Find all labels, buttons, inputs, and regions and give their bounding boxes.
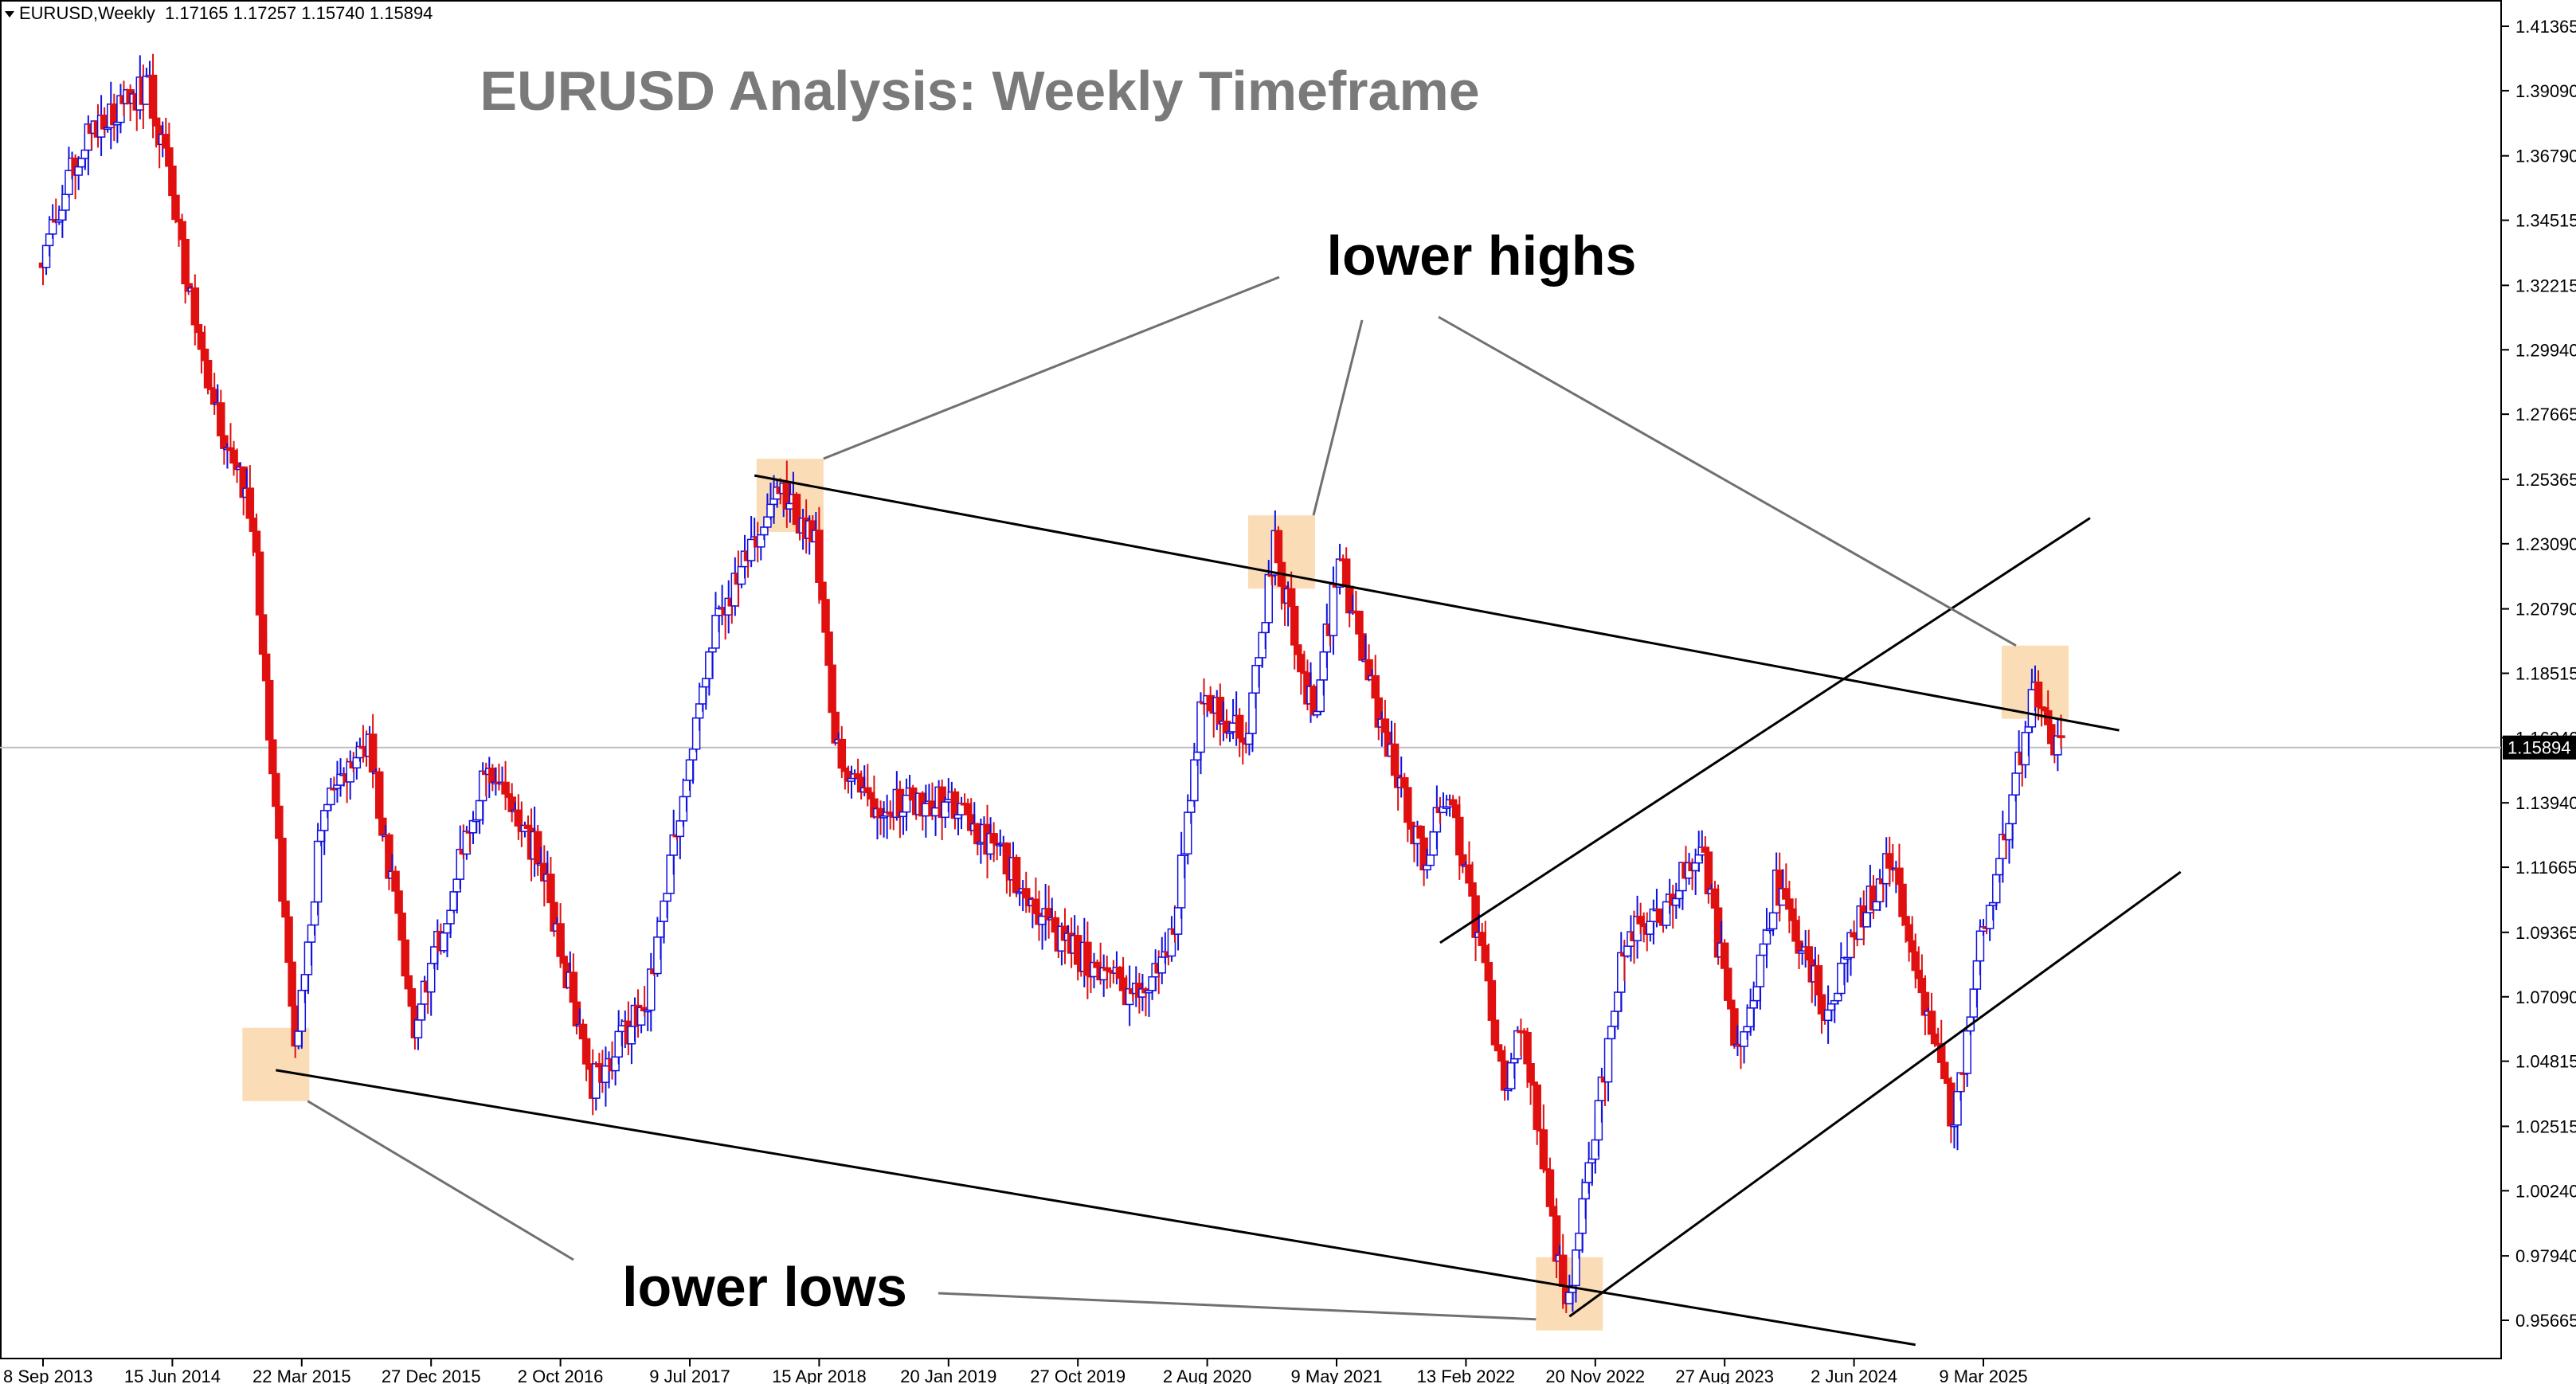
channel-upper-line — [1439, 517, 2091, 944]
plot-frame — [0, 0, 2502, 1359]
candle-body — [1603, 1038, 1613, 1083]
y-tick-label: 1.41365 — [2515, 17, 2576, 37]
x-tick-label: 8 Sep 2013 — [3, 1366, 93, 1384]
y-tick-label: 1.39090 — [2515, 81, 2576, 101]
y-tick-label: 1.11665 — [2515, 858, 2576, 878]
candle-body — [1426, 854, 1435, 866]
annotations: lower highs lower lows — [307, 225, 2017, 1321]
upper-trendline — [754, 474, 2120, 732]
x-tick-label: 9 Mar 2025 — [1939, 1366, 2027, 1384]
pointer-lower-lows-right — [938, 1292, 1537, 1321]
candle-body — [190, 287, 200, 326]
candles — [38, 53, 2065, 1313]
chart-title: EURUSD Analysis: Weekly Timeframe — [480, 60, 1479, 122]
x-tick-label: 20 Nov 2022 — [1545, 1366, 1645, 1384]
candle-body — [1768, 912, 1778, 930]
y-tick-label: 0.97940 — [2515, 1246, 2576, 1266]
candle-body — [1290, 605, 1299, 646]
x-tick-label: 20 Jan 2019 — [900, 1366, 996, 1384]
candle-body — [413, 1019, 423, 1038]
y-tick-label: 1.36790 — [2515, 147, 2576, 166]
candle-body — [148, 74, 158, 119]
candle-body — [1756, 954, 1765, 987]
y-tick-label: 1.34515 — [2515, 211, 2576, 231]
x-tick-label: 27 Aug 2023 — [1675, 1366, 1774, 1384]
pointer-lower-lows-left — [307, 1100, 574, 1261]
candle-body — [821, 599, 830, 633]
candle-body — [1724, 968, 1732, 1001]
candle-body — [194, 324, 203, 334]
y-tick-label: 1.07090 — [2515, 987, 2576, 1007]
y-tick-label: 1.29940 — [2515, 340, 2576, 360]
candle-body — [1963, 1030, 1971, 1074]
y-tick-label: 1.00240 — [2515, 1181, 2576, 1201]
candle-body — [284, 916, 293, 964]
x-tick-label: 2 Aug 2020 — [1163, 1366, 1251, 1384]
x-tick-label: 13 Feb 2022 — [1417, 1366, 1516, 1384]
ohlc-values: 1.17165 1.17257 1.15740 1.15894 — [164, 3, 433, 23]
candle-body — [1526, 1062, 1535, 1083]
candle-body — [74, 166, 83, 176]
y-tick-label: 1.02515 — [2515, 1116, 2576, 1136]
y-tick-label: 1.25365 — [2515, 470, 2576, 490]
y-tick-label: 1.04815 — [2515, 1052, 2576, 1072]
candle-body — [581, 1038, 591, 1065]
x-tick-label: 9 Jul 2017 — [649, 1366, 730, 1384]
y-tick-label: 0.95665 — [2515, 1311, 2576, 1331]
trendlines — [276, 474, 2182, 1347]
highlights — [242, 459, 2069, 1331]
x-tick-label: 27 Oct 2019 — [1030, 1366, 1126, 1384]
dropdown-triangle-icon[interactable] — [5, 11, 14, 18]
annotation-lower-lows: lower lows — [622, 1256, 907, 1318]
candle-body — [1416, 825, 1425, 839]
candle-body — [828, 664, 836, 714]
candle-body — [200, 348, 209, 362]
symbol-header: EURUSD,Weekly 1.17165 1.17257 1.15740 1.… — [5, 3, 433, 24]
current-price-label: 1.15894 — [2507, 738, 2571, 758]
x-axis: 8 Sep 2013 15 Jun 2014 22 Mar 2015 27 Dec 2… — [3, 1359, 2028, 1384]
y-tick-label: 1.32215 — [2515, 276, 2576, 295]
pointer-lower-highs-right — [1438, 315, 2017, 647]
x-tick-label: 9 May 2021 — [1291, 1366, 1383, 1384]
x-tick-label: 22 Mar 2015 — [253, 1366, 351, 1384]
x-tick-label: 15 Jun 2014 — [124, 1366, 221, 1384]
candle-body — [368, 733, 378, 773]
candle-body — [1329, 583, 1338, 636]
y-tick-label: 1.18515 — [2515, 664, 2576, 684]
bear-candle — [374, 768, 384, 825]
candle-body — [663, 893, 671, 902]
candle-body — [2011, 772, 2020, 796]
pointer-lower-highs-left — [823, 276, 1280, 460]
candle-body — [245, 487, 255, 519]
y-tick-label: 1.13940 — [2515, 793, 2576, 813]
lower-trendline — [276, 1069, 1916, 1347]
x-tick-label: 15 Apr 2018 — [772, 1366, 867, 1384]
candle-body — [1012, 857, 1021, 893]
candle-body — [1341, 558, 1351, 588]
y-tick-label: 1.23090 — [2515, 534, 2576, 554]
y-axis: 1.41365 1.39090 1.36790 1.34515 1.32215 1.299… — [2501, 17, 2576, 1331]
candle-body — [313, 840, 323, 903]
current-price-box — [2503, 735, 2576, 760]
candle-body — [288, 961, 296, 1007]
channel-lower-line — [1568, 870, 2182, 1318]
candle-body — [1400, 776, 1409, 788]
y-tick-label: 1.27665 — [2515, 405, 2576, 424]
x-tick-label: 27 Dec 2015 — [382, 1366, 481, 1384]
candle-body — [989, 833, 998, 844]
candle-body — [374, 771, 384, 819]
pointer-lower-highs-mid — [1312, 319, 1364, 516]
y-tick-label: 1.09365 — [2515, 923, 2576, 943]
candle-body — [2057, 735, 2065, 738]
symbol-label: EURUSD,Weekly — [19, 3, 155, 23]
x-tick-label: 2 Jun 2024 — [1811, 1366, 1897, 1384]
y-tick-label: 1.20790 — [2515, 600, 2576, 620]
x-tick-label: 2 Oct 2016 — [518, 1366, 604, 1384]
annotation-lower-highs: lower highs — [1327, 225, 1637, 287]
